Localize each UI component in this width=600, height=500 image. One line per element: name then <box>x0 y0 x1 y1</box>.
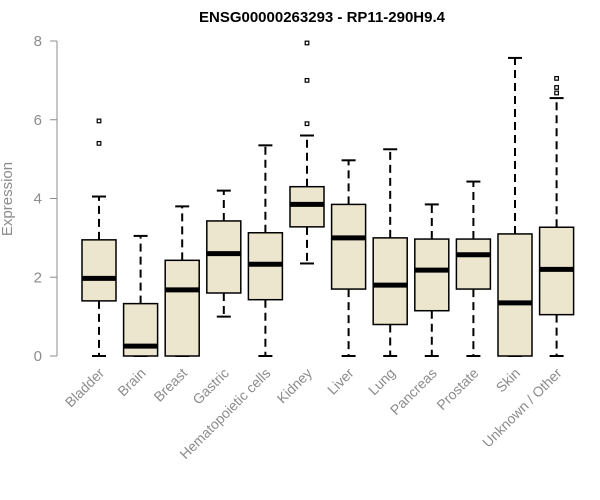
x-tick-label: Lung <box>365 365 398 398</box>
outlier-point <box>304 77 310 83</box>
box-pancreas <box>414 203 450 357</box>
outlier-point <box>304 40 310 46</box>
box-skin <box>497 56 533 357</box>
box-liver <box>330 159 367 357</box>
box-lung <box>372 148 408 357</box>
box-gastric <box>206 189 242 318</box>
box-iqr <box>414 238 450 312</box>
box-iqr <box>497 233 533 357</box>
box-iqr <box>372 237 408 326</box>
box-iqr <box>455 238 492 290</box>
outlier-point <box>554 90 559 96</box>
y-tick-label: 4 <box>34 191 42 208</box>
box-series <box>81 40 575 357</box>
outlier-point <box>96 140 102 146</box>
box-iqr <box>206 220 242 294</box>
chart-title: ENSG00000263293 - RP11-290H9.4 <box>199 9 446 26</box>
box-breast <box>164 205 200 357</box>
outlier-point <box>96 118 102 124</box>
y-tick-label: 0 <box>34 348 42 365</box>
x-tick-label: Skin <box>493 365 524 396</box>
box-iqr <box>164 259 200 357</box>
box-kidney <box>289 40 325 265</box>
outlier-point <box>554 85 559 90</box>
box-unknown-other <box>538 76 575 357</box>
box-prostate <box>455 180 492 357</box>
x-tick-label: Brain <box>114 365 148 399</box>
box-brain <box>122 234 159 357</box>
x-tick-label: Liver <box>324 365 357 398</box>
x-tick-label: Unknown / Other <box>479 365 565 451</box>
y-axis: 0 2 4 6 8 <box>34 33 58 365</box>
box-iqr <box>81 239 117 302</box>
box-iqr <box>330 203 367 290</box>
x-tick-label: Breast <box>150 365 190 405</box>
outlier-point <box>554 76 559 81</box>
y-tick-label: 6 <box>34 112 42 129</box>
outlier-point <box>304 121 310 127</box>
box-hematopoietic-cells <box>247 144 284 357</box>
x-tick-label: Kidney <box>274 365 316 407</box>
x-tick-label: Prostate <box>433 365 481 413</box>
y-tick-label: 8 <box>34 33 42 50</box>
y-tick-label: 2 <box>34 269 42 286</box>
y-axis-label: Expression <box>0 162 16 236</box>
box-bladder <box>81 118 117 357</box>
x-tick-label: Bladder <box>62 365 108 411</box>
